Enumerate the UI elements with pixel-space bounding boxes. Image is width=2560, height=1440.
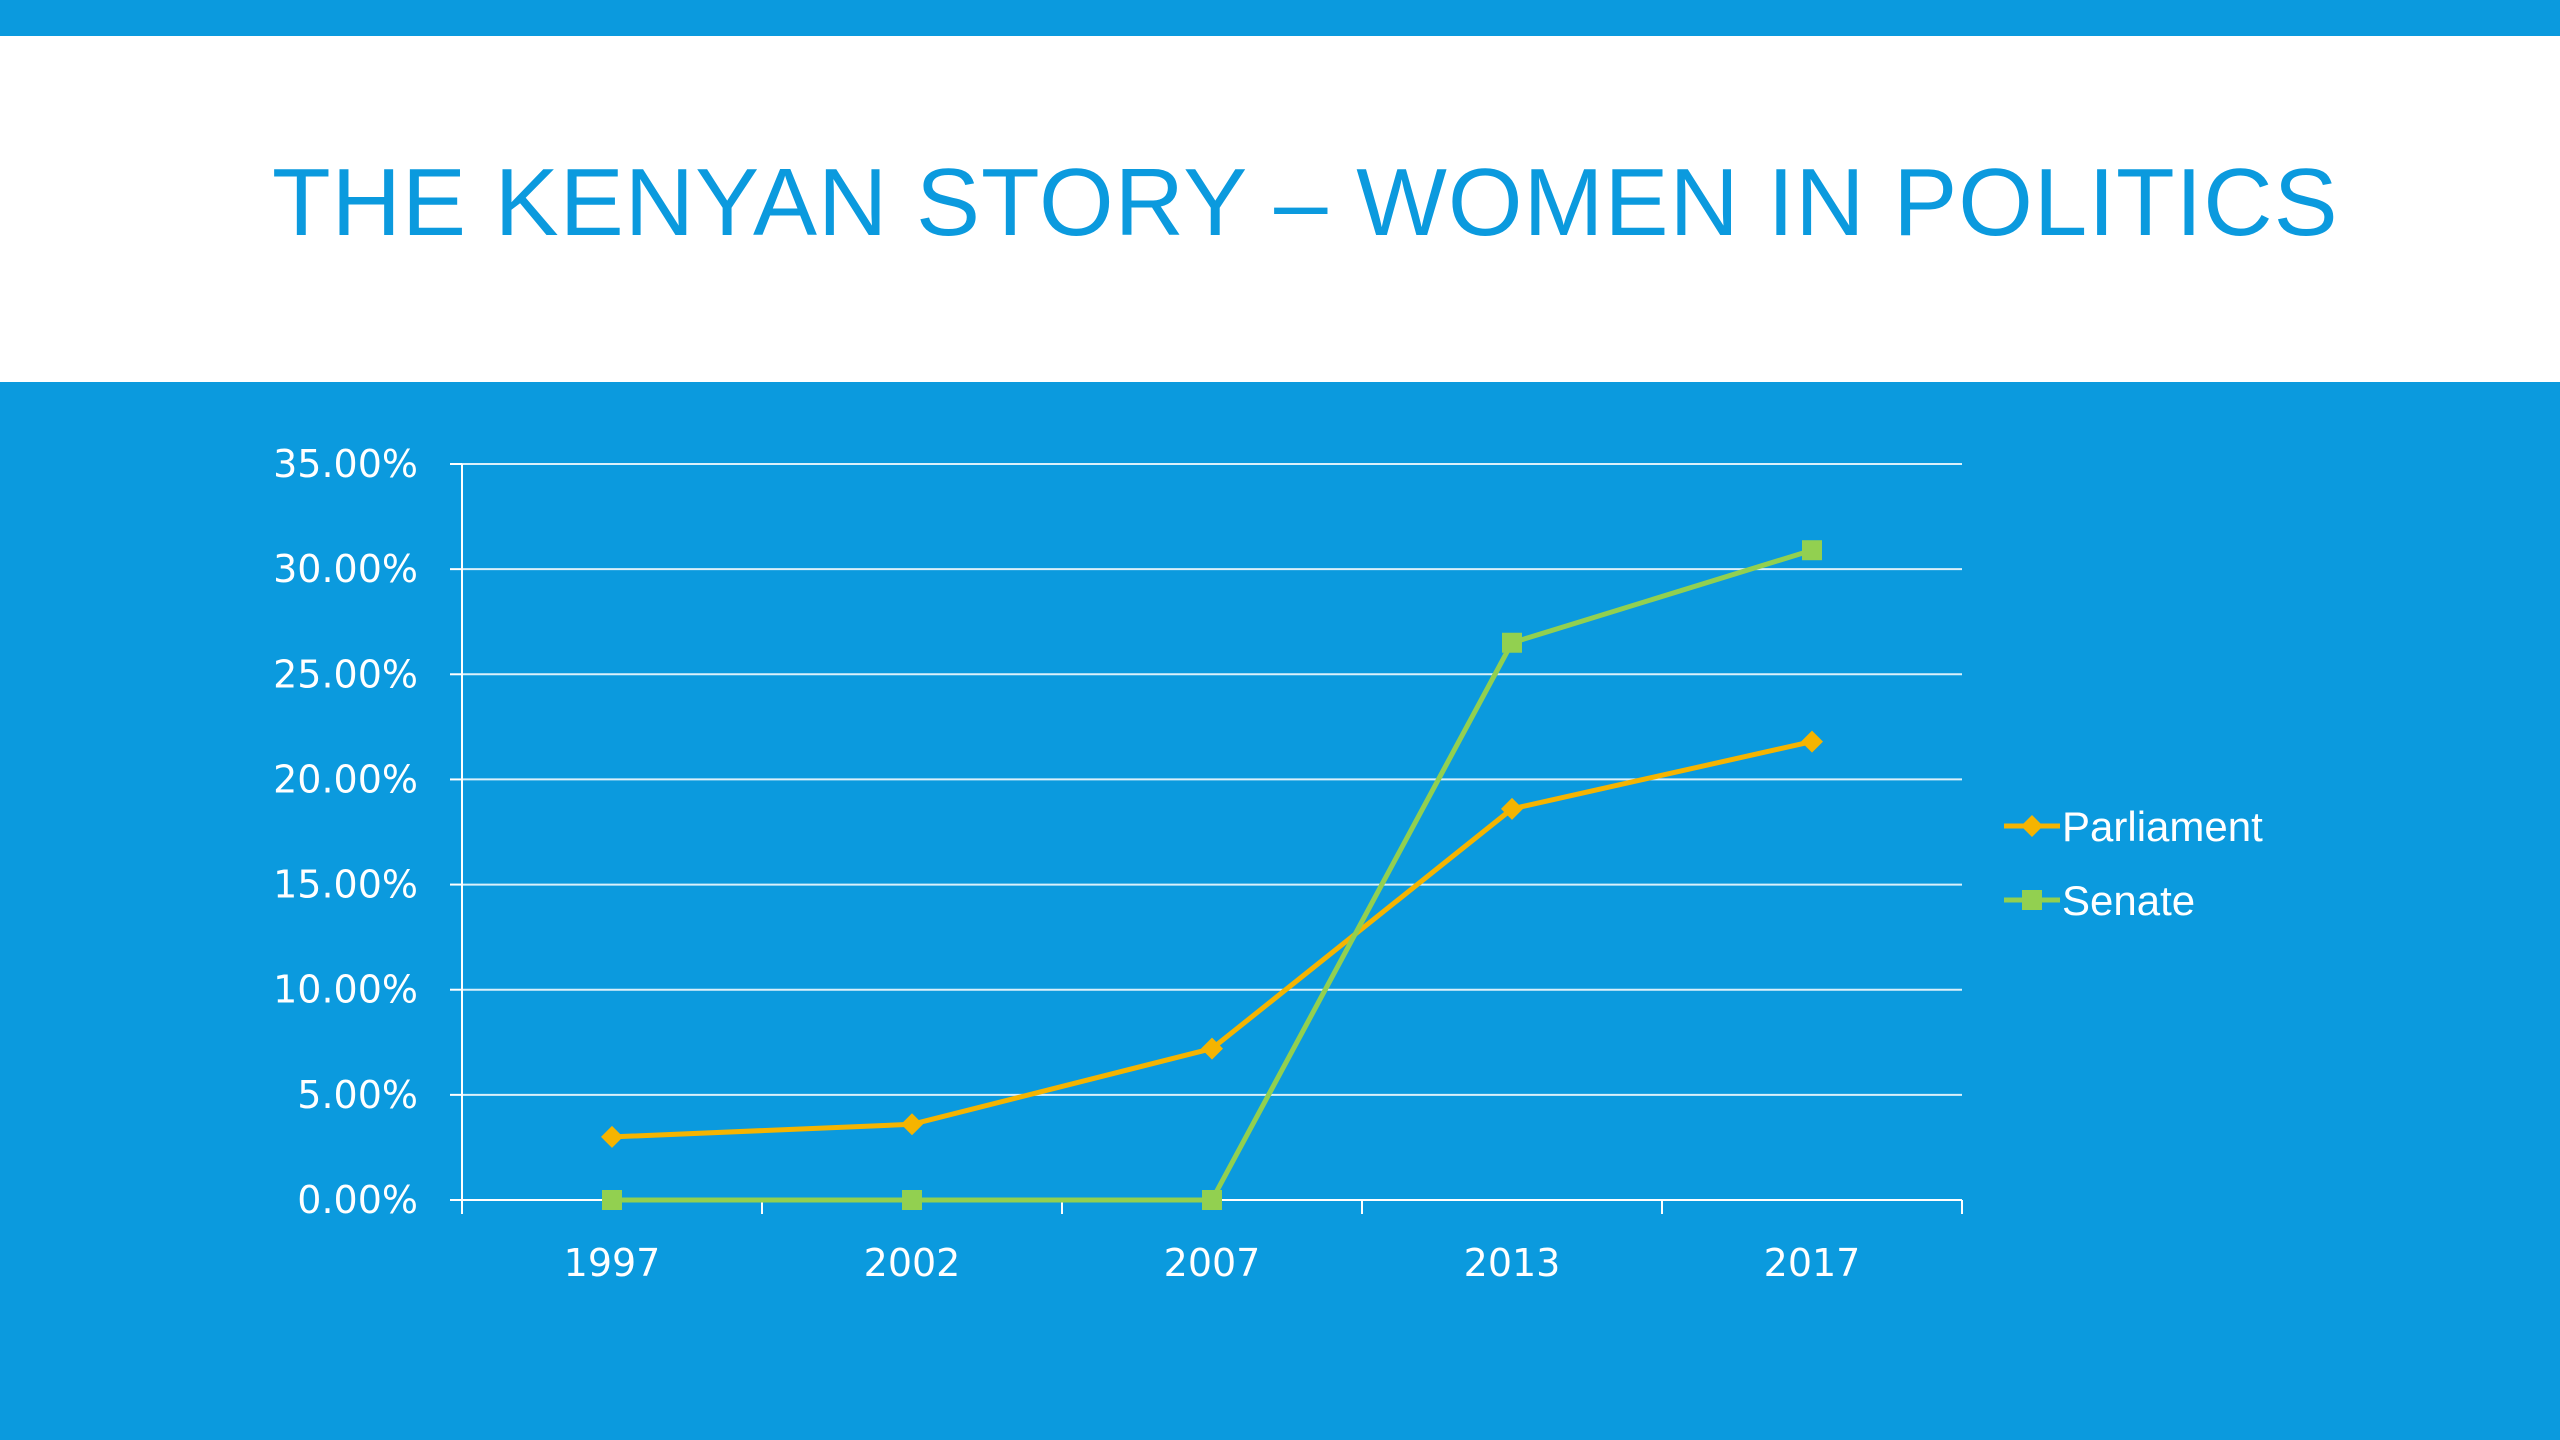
x-tick-label: 2007	[1164, 1241, 1261, 1285]
x-tick-label: 2017	[1764, 1241, 1861, 1285]
legend-label-senate: Senate	[2062, 877, 2195, 924]
x-tick-label: 1997	[564, 1241, 661, 1285]
x-tick-label: 2002	[864, 1241, 961, 1285]
y-tick-label: 20.00%	[273, 757, 418, 801]
legend-label-parliament: Parliament	[2062, 803, 2263, 850]
data-point-parliament	[901, 1113, 923, 1136]
data-point-senate	[1802, 540, 1822, 561]
data-point-senate	[902, 1190, 922, 1210]
legend-marker-parliament	[2021, 815, 2043, 837]
y-tick-label: 0.00%	[297, 1178, 418, 1222]
y-tick-label: 5.00%	[297, 1073, 418, 1117]
data-point-senate	[1502, 632, 1522, 653]
y-tick-label: 35.00%	[273, 442, 418, 486]
data-point-senate	[602, 1190, 622, 1210]
chart-background	[0, 382, 2560, 1440]
y-tick-label: 15.00%	[273, 863, 418, 907]
data-point-senate	[1202, 1190, 1222, 1210]
title-band	[0, 36, 2560, 382]
legend-marker-senate	[2022, 890, 2042, 910]
top-accent-bar	[0, 0, 2560, 36]
series-line-parliament	[611, 739, 1813, 1140]
y-tick-label: 25.00%	[273, 652, 418, 696]
x-tick-label: 2013	[1464, 1241, 1561, 1285]
series-line-senate	[612, 547, 1813, 1203]
data-point-parliament	[1501, 797, 1523, 820]
data-point-parliament	[1801, 730, 1823, 753]
slide-title: THE KENYAN STORY – WOMEN IN POLITICS	[272, 149, 2339, 256]
y-tick-label: 30.00%	[273, 547, 418, 591]
y-tick-label: 10.00%	[273, 968, 418, 1012]
data-point-parliament	[1201, 1037, 1223, 1060]
data-point-parliament	[601, 1125, 623, 1148]
